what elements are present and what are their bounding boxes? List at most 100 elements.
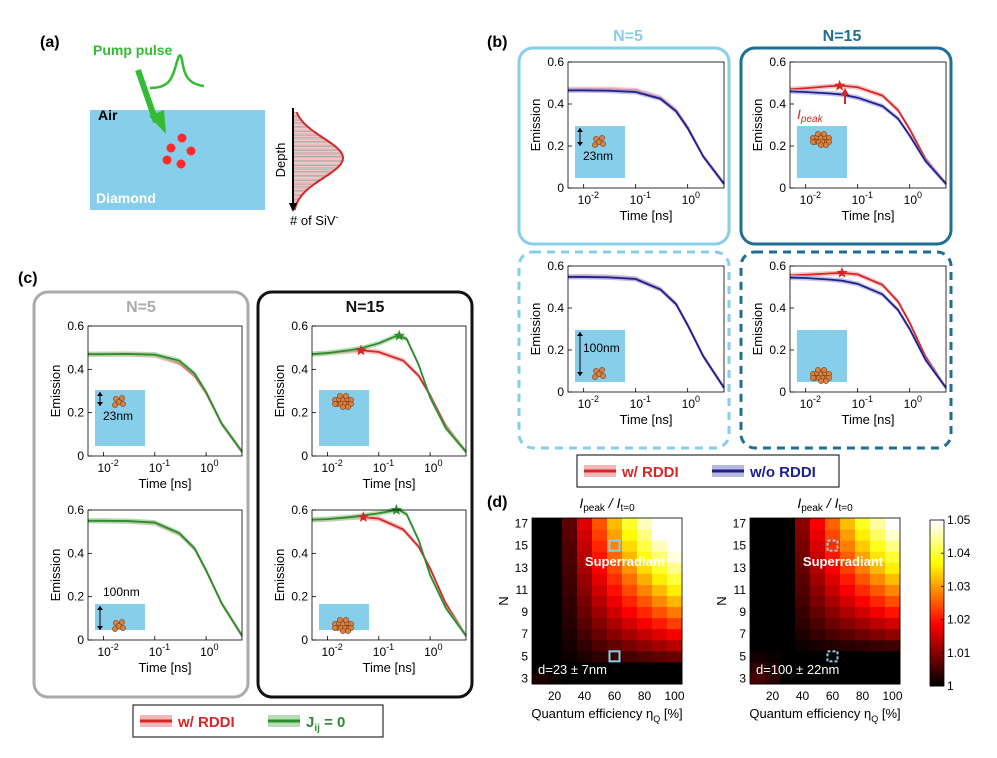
- heat-y-axis-label: N: [714, 596, 729, 605]
- peak-star-icon: [357, 511, 370, 523]
- heat-cell: [592, 661, 608, 674]
- heat-cell: [652, 650, 668, 663]
- heat-cell: [562, 639, 578, 652]
- heat-cell: [667, 650, 683, 663]
- heat-cell: [840, 661, 856, 674]
- heat-cell: [810, 518, 826, 530]
- inset-emitter: [332, 625, 338, 631]
- heat-cell: [795, 606, 811, 619]
- heat-cell: [562, 551, 578, 563]
- heat-annotation: d=100 ± 22nm: [756, 662, 839, 677]
- legend-b-wo-label: w/o RDDI: [749, 464, 816, 481]
- histogram-bar: [292, 153, 343, 157]
- heat-cell: [667, 573, 683, 585]
- heat-cell: [780, 639, 796, 652]
- heat-cell: [885, 584, 901, 596]
- heat-cell: [810, 661, 826, 674]
- x-tick-label: 10-1: [149, 458, 170, 475]
- series-line: [568, 89, 725, 185]
- heat-cell: [622, 650, 638, 663]
- heat-cell: [547, 562, 563, 574]
- plot-frame: [87, 325, 243, 457]
- colorbar-segment: [930, 650, 944, 654]
- x-axis-label: Time [ns]: [363, 476, 416, 491]
- heat-cell: [532, 562, 548, 574]
- heat-y-tick-label: 3: [521, 671, 528, 685]
- series-line: [789, 84, 947, 185]
- heat-cell: [825, 573, 841, 585]
- x-tick-label: 10-1: [149, 642, 170, 659]
- heat-cell: [855, 617, 871, 630]
- heat-cell: [622, 606, 638, 619]
- heat-cell: [637, 650, 653, 663]
- colorbar-segment: [930, 522, 944, 527]
- heat-cell: [795, 584, 811, 596]
- heat-cell: [622, 617, 638, 630]
- frame-b-n5-solid: [517, 46, 731, 246]
- heat-cell: [667, 606, 683, 619]
- plot-frame: [789, 265, 947, 393]
- plot-frame: [789, 61, 947, 189]
- heat-cell: [810, 595, 826, 608]
- frame-title-b-n15: N=15: [823, 28, 862, 45]
- heat-cell: [607, 672, 623, 685]
- colorbar-segment: [930, 569, 944, 574]
- heat-cell: [885, 617, 901, 630]
- histogram-bar: [292, 165, 339, 169]
- heat-cell: [607, 518, 623, 530]
- colorbar-segment: [930, 567, 944, 571]
- y-tick-label: 0.4: [769, 97, 786, 111]
- y-tick-label: 0.6: [769, 259, 786, 273]
- histogram-bar: [292, 168, 335, 173]
- colorbar-segment: [930, 636, 944, 640]
- peak-star-icon: [836, 266, 848, 278]
- depth-annotation: 100nm: [103, 585, 140, 599]
- colorbar-segment: [930, 558, 944, 562]
- legend-c-rddi-label: w/ RDDI: [177, 714, 235, 731]
- x-tick-label: 10-2: [321, 458, 342, 475]
- heat-cell: [607, 617, 623, 630]
- heat-cell: [667, 595, 683, 608]
- x-tick-label: 100: [904, 190, 922, 207]
- y-tick-label: 0: [301, 633, 308, 647]
- heat-x-tick-label: 80: [638, 689, 652, 703]
- colorbar-segment: [930, 625, 944, 629]
- heat-cell: [562, 518, 578, 530]
- heat-cell: [547, 606, 563, 619]
- colorbar-segment: [930, 616, 944, 621]
- y-tick-label: 0.6: [291, 503, 308, 517]
- heat-cell: [765, 518, 781, 530]
- y-axis-label: Emission: [272, 549, 287, 602]
- heat-cell: [532, 628, 548, 641]
- heat-cell: [607, 551, 623, 563]
- heat-cell: [592, 529, 608, 541]
- heat-x-tick-label: 40: [796, 689, 810, 703]
- colorbar-frame: [929, 519, 945, 687]
- heat-cell: [780, 606, 796, 619]
- x-tick-label: 10-2: [578, 190, 599, 207]
- heat-cell: [750, 595, 766, 608]
- heat-cell: [652, 551, 668, 563]
- colorbar-segment: [930, 644, 944, 648]
- heat-cell: [870, 584, 886, 596]
- heat-cell: [607, 650, 623, 663]
- heat-cell: [810, 573, 826, 585]
- inset-emitter: [120, 625, 126, 631]
- heat-cell: [562, 540, 578, 552]
- y-tick-label: 0.4: [547, 97, 564, 111]
- heat-cell: [532, 584, 548, 596]
- heat-cell: [562, 617, 578, 630]
- heat-cell: [577, 584, 593, 596]
- series-line: [88, 353, 243, 453]
- y-tick-label: 0.4: [291, 546, 308, 560]
- colorbar-segment: [930, 550, 944, 554]
- heat-cell: [750, 518, 766, 530]
- heat-cell: [652, 562, 668, 574]
- heat-cell: [855, 650, 871, 663]
- heat-x-tick-label: 60: [608, 689, 622, 703]
- heat-cell: [577, 606, 593, 619]
- diamond-label: Diamond: [96, 190, 156, 206]
- heat-cell: [637, 540, 653, 552]
- heat-cell: [855, 540, 871, 552]
- y-tick-label: 0.6: [547, 55, 564, 69]
